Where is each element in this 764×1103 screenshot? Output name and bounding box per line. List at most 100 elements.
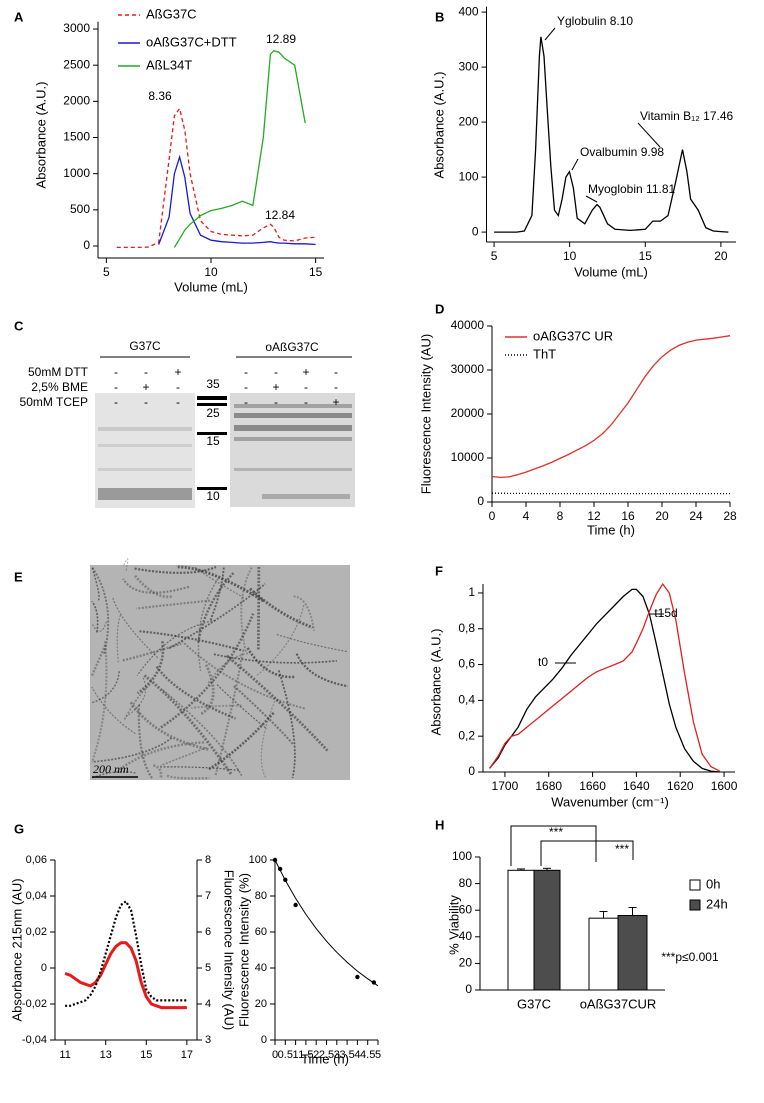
data-line — [494, 36, 729, 233]
y-tick-label: 2000 — [63, 94, 90, 108]
condition-sign: - — [304, 380, 308, 394]
y-axis-label: Absorbance (A.U.) — [428, 629, 443, 736]
y2-tick-label: 4 — [205, 998, 211, 1010]
condition-sign: - — [304, 395, 308, 409]
x-tick-label: 4 — [354, 1049, 360, 1061]
y-tick-label: -0,04 — [22, 1034, 47, 1046]
fibril — [260, 700, 276, 779]
fibril — [249, 587, 314, 629]
panel-label: C — [14, 318, 24, 333]
gel-image — [230, 393, 355, 507]
gel-panel: C G37C oAßG37C — [14, 318, 355, 508]
y-tick-label: 3000 — [63, 21, 90, 35]
legend-label: AßL34T — [146, 57, 192, 72]
x-axis-label: Time (h) — [301, 1051, 349, 1066]
fibril — [91, 686, 136, 735]
y-axis-label: Absorbance 215nm (AU) — [9, 878, 24, 1021]
x-tick-label: 8 — [557, 509, 564, 523]
data-line — [173, 49, 306, 248]
data-line — [116, 107, 316, 249]
y-tick-label: -0,02 — [22, 998, 47, 1010]
fibril — [116, 614, 121, 663]
fibril — [277, 670, 296, 779]
condition-sign: - — [144, 365, 148, 379]
x-tick-label: G37C — [517, 996, 551, 1011]
y-tick-label: 0,06 — [26, 854, 47, 866]
y-tick-label: 0 — [468, 764, 475, 778]
fibril — [90, 644, 107, 676]
panel-label: H — [435, 817, 444, 832]
condition-sign: + — [302, 365, 309, 379]
y-tick-label: 0,6 — [458, 657, 475, 671]
x-tick-label: 1 — [293, 1049, 299, 1061]
panel-label: F — [435, 563, 443, 578]
x-tick-label: 1.5 — [298, 1049, 313, 1061]
panel-label: A — [14, 9, 24, 24]
y-tick-label: 0,8 — [458, 621, 475, 635]
y-tick-label: 0,2 — [458, 728, 475, 742]
fibril — [276, 634, 349, 653]
y-tick-label: 100 — [249, 854, 267, 866]
fibril — [122, 642, 182, 662]
fibril — [160, 746, 207, 767]
data-point — [371, 980, 377, 985]
x-tick-label: 20 — [655, 509, 669, 523]
x-axis-label: Time (h) — [587, 522, 635, 537]
y-tick-label: 40 — [255, 962, 267, 974]
condition-sign: + — [272, 380, 279, 394]
data-line — [489, 582, 720, 772]
micrograph-panel: E 200 nm — [14, 558, 350, 780]
fibril — [125, 677, 147, 718]
x-tick-label: 1640 — [623, 779, 650, 793]
x-tick-label: 4.5 — [360, 1049, 375, 1061]
y-tick-label: 200 — [458, 114, 478, 128]
significance-bracket — [510, 825, 597, 866]
y-tick-label: 30000 — [451, 362, 485, 376]
annotation: 12.89 — [266, 32, 296, 46]
y-tick-label: 0 — [83, 238, 90, 252]
marker-label: 25 — [206, 406, 220, 420]
legend-swatch — [689, 899, 701, 911]
y-tick-label: 20000 — [451, 406, 485, 420]
marker-label: 15 — [206, 434, 220, 448]
data-point — [272, 857, 278, 863]
y-axis-label: Absorbance (A.U.) — [33, 82, 48, 189]
fibril — [207, 651, 251, 684]
y-tick-label: 300 — [458, 59, 478, 73]
data-line — [491, 335, 731, 479]
fibril — [122, 578, 190, 594]
fibril — [166, 774, 210, 780]
y-tick-label: 20 — [255, 998, 267, 1010]
annotation-leader — [585, 195, 598, 203]
scale-label: 200 nm — [93, 762, 129, 776]
gel-bands — [234, 404, 352, 499]
annotation: 12.84 — [265, 208, 295, 222]
fibril — [225, 654, 329, 752]
y-tick-label: 80 — [459, 876, 473, 890]
fibril — [213, 653, 337, 664]
legend-label: oAßG37C+DTT — [146, 34, 237, 49]
x-tick-label: 15 — [309, 265, 323, 279]
fibril — [194, 566, 245, 599]
x-axis-label: Wavenumber (cm⁻¹) — [551, 794, 669, 809]
y-tick-label: 0,04 — [26, 890, 47, 902]
fibril — [255, 604, 305, 677]
panel-label: D — [435, 301, 444, 316]
condition-sign: - — [244, 380, 248, 394]
fibril — [91, 566, 110, 654]
x-tick-label: 11 — [59, 1049, 70, 1061]
condition-sign: - — [274, 365, 278, 379]
fibril — [91, 621, 108, 632]
condition-sign: + — [332, 395, 339, 409]
condition-sign: - — [114, 365, 118, 379]
x-tick-label: 1600 — [711, 779, 738, 793]
annotation: Ovalbumin 9.98 — [580, 145, 664, 159]
fibril — [91, 600, 99, 633]
fibril — [160, 613, 255, 729]
data-point — [355, 974, 360, 980]
y-tick-label: 40000 — [451, 318, 485, 332]
y-tick-label: 20 — [459, 956, 473, 970]
legend-swatch — [689, 879, 701, 891]
condition-sign: - — [144, 395, 148, 409]
